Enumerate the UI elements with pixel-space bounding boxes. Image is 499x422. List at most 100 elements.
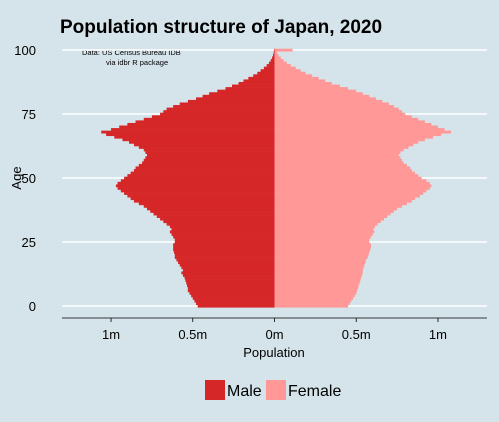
bar-female-age-32 (274, 222, 378, 226)
bar-female-age-34 (274, 217, 385, 221)
bar-male-age-41 (133, 199, 275, 203)
bar-male-age-99 (273, 51, 275, 55)
bar-male-age-46 (117, 186, 275, 190)
bar-male-age-25 (174, 240, 275, 244)
bar-male-age-57 (143, 158, 275, 162)
bar-male-age-31 (169, 225, 275, 229)
bar-male-age-27 (173, 235, 275, 239)
y-tick-label-0: 0 (29, 299, 36, 314)
bar-female-age-27 (274, 235, 371, 239)
bar-female-age-3 (274, 297, 353, 300)
bar-male-age-10 (185, 279, 275, 282)
bar-female-age-38 (274, 207, 398, 211)
bar-female-age-58 (274, 156, 401, 160)
bar-female-age-71 (274, 122, 432, 126)
bar-male-age-51 (127, 174, 275, 178)
bar-male-age-22 (173, 248, 275, 252)
bar-male-age-80 (187, 99, 275, 103)
y-axis-label: Age (9, 166, 24, 189)
bar-female-age-65 (274, 138, 425, 142)
bar-male-age-45 (120, 189, 275, 193)
bar-male-age-79 (179, 102, 275, 106)
bar-male-age-52 (130, 171, 275, 175)
bar-male-age-67 (106, 133, 275, 137)
bar-female-age-4 (274, 294, 355, 298)
bar-female-age-40 (274, 202, 407, 206)
bar-male-age-49 (120, 179, 275, 183)
bar-female-age-20 (274, 253, 369, 257)
bar-male-age-0 (197, 304, 275, 308)
axes: 1m 0.5m 0m 0.5m 1m 0 25 50 75 100 (14, 43, 487, 342)
bar-female-age-18 (274, 258, 367, 262)
bar-female-age-76 (274, 110, 402, 114)
x-tick-label-1: 0.5m (178, 327, 207, 342)
bar-male-age-36 (153, 212, 275, 216)
bar-female-age-59 (274, 153, 399, 157)
bar-male-age-9 (186, 281, 275, 285)
bar-female-age-31 (274, 225, 376, 229)
bar-male-age-78 (173, 105, 275, 108)
bar-male-age-76 (163, 110, 275, 114)
bar-male-age-7 (187, 286, 275, 290)
bar-male-age-13 (181, 271, 275, 275)
bar-male-age-81 (196, 97, 275, 101)
bar-male-age-92 (260, 69, 275, 73)
bar-male-age-8 (187, 284, 275, 288)
bar-male-age-56 (142, 161, 275, 165)
bar-male-age-50 (124, 176, 275, 180)
bar-female-age-66 (274, 135, 434, 139)
legend: Male Female (205, 380, 341, 400)
bar-female-age-5 (274, 291, 357, 295)
bar-female-age-35 (274, 215, 388, 218)
bar-male-age-11 (184, 276, 275, 280)
bar-male-age-68 (101, 130, 275, 134)
bar-male-age-30 (171, 227, 275, 231)
bar-male-age-87 (238, 82, 275, 85)
bar-female-age-15 (274, 266, 364, 270)
bar-female-age-54 (274, 166, 411, 170)
bar-female-age-44 (274, 192, 424, 195)
bar-female-age-88 (274, 79, 326, 83)
bar-female-age-47 (274, 184, 432, 188)
bar-female-age-9 (274, 281, 360, 285)
bar-female-age-86 (274, 84, 340, 88)
bar-female-age-13 (274, 271, 363, 275)
bar-male-age-32 (166, 222, 275, 226)
legend-male-label: Male (227, 383, 262, 400)
bar-male-age-19 (174, 256, 275, 259)
bar-female-age-72 (274, 120, 425, 124)
bar-female-age-89 (274, 76, 319, 80)
bar-female-age-62 (274, 146, 409, 149)
legend-female-swatch (266, 380, 286, 400)
bar-male-age-93 (263, 66, 275, 70)
bar-female-age-19 (274, 256, 368, 259)
bar-male-age-23 (173, 245, 275, 249)
bar-male-age-4 (191, 294, 275, 298)
legend-female-label: Female (288, 383, 341, 400)
chart-title: Population structure of Japan, 2020 (60, 17, 382, 38)
bar-male-age-48 (117, 181, 275, 185)
bar-female-age-12 (274, 274, 362, 277)
bar-female-age-63 (274, 143, 414, 147)
bar-female-age-96 (274, 58, 284, 62)
bar-female-age-24 (274, 243, 371, 247)
bar-female-age-99 (274, 51, 277, 55)
bar-male-age-98 (273, 53, 275, 57)
bar-female-age-69 (274, 128, 445, 131)
y-tick-label-100: 100 (14, 43, 36, 58)
bar-female-age-90 (274, 74, 313, 78)
bar-male-age-29 (169, 230, 275, 234)
bar-male-age-77 (166, 107, 275, 111)
bar-male-age-73 (143, 117, 275, 121)
bar-female-age-52 (274, 171, 416, 175)
bar-female-age-10 (274, 279, 361, 282)
bar-female-age-29 (274, 230, 375, 234)
bar-female-age-82 (274, 94, 370, 98)
bar-male-age-82 (202, 94, 275, 98)
bar-female-age-46 (274, 186, 430, 190)
bar-female-age-42 (274, 197, 416, 201)
bar-female-age-64 (274, 140, 419, 144)
x-tick-label-3: 0.5m (342, 327, 371, 342)
bar-male-age-91 (257, 71, 275, 75)
